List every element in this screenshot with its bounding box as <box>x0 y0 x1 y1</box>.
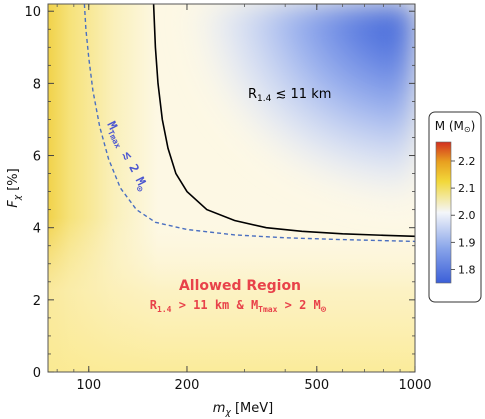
colorbar-title: M (M⊙) <box>435 119 476 134</box>
plot-frame <box>47 3 416 373</box>
x-tick-label: 100 <box>76 378 101 393</box>
y-tick-label: 4 <box>33 222 41 237</box>
y-tick-label: 8 <box>33 77 41 92</box>
colorbar-tick-label: 1.9 <box>458 236 476 249</box>
x-tick-label: 500 <box>304 378 329 393</box>
heatmap <box>48 4 415 372</box>
allowed-region-conditions: R1.4 > 11 km & MTmax > 2 M⊙ <box>150 298 327 315</box>
y-tick-label: 0 <box>33 366 41 381</box>
y-tick-label: 2 <box>33 294 41 309</box>
r14-contour-label: R1.4 ≲ 11 km <box>248 87 331 104</box>
allowed-region-title: Allowed Region <box>179 278 301 294</box>
colorbar-tick-label: 2.0 <box>458 209 476 222</box>
y-tick-label: 10 <box>24 5 41 20</box>
colorbar-tick-label: 2.1 <box>458 182 476 195</box>
x-tick-label: 200 <box>175 378 200 393</box>
x-tick-label: 1000 <box>398 378 431 393</box>
mtmax-contour-line <box>83 4 415 243</box>
x-axis-label: mχ [MeV] <box>213 401 273 418</box>
colorbar-tick-label: 2.2 <box>458 155 476 168</box>
colorbar-legend: M (M⊙) 1.8 1.9 2.0 2.1 2.2 <box>428 111 482 303</box>
r14-contour-line <box>152 4 415 238</box>
colorbar-tick-label: 1.8 <box>458 263 476 276</box>
colorbar-gradient <box>435 141 452 284</box>
y-tick-label: 6 <box>33 150 41 165</box>
y-axis: 0 2 4 6 8 10 <box>24 5 415 381</box>
y-axis-label: Fχ [%] <box>6 168 23 207</box>
x-axis: 100 200 500 1000 <box>56 4 432 393</box>
